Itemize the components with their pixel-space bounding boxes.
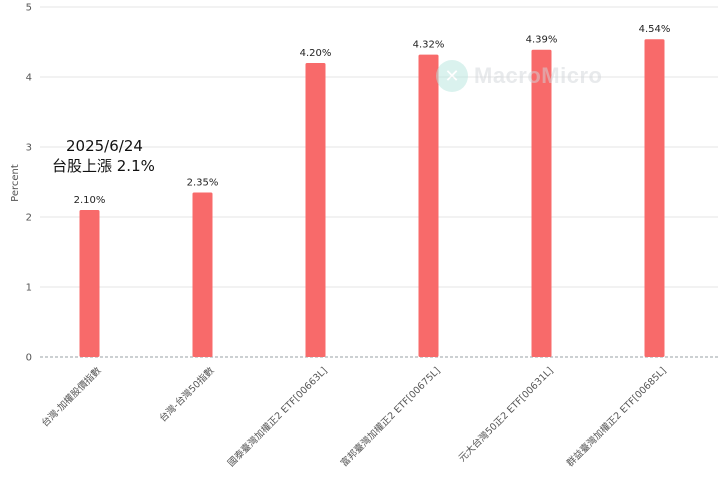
watermark-text: MacroMicro bbox=[474, 63, 603, 88]
y-tick-label: 0 bbox=[26, 353, 32, 364]
x-tick-label: 富邦臺灣加權正2 ETF[00675L] bbox=[338, 365, 442, 469]
macromicro-logo-icon: ✕ bbox=[436, 60, 468, 92]
data-labels: 2.10% 2.35% 4.20% 4.32% 4.39% 4.54% bbox=[74, 24, 671, 206]
y-axis-label: Percent bbox=[10, 164, 21, 202]
watermark: ✕ MacroMicro bbox=[436, 60, 602, 92]
grid-lines bbox=[40, 6, 718, 358]
annotation-text: 台股上漲 2.1% bbox=[52, 157, 155, 175]
annotation-date: 2025/6/24 bbox=[66, 137, 143, 155]
bar bbox=[418, 54, 439, 357]
data-label: 4.32% bbox=[413, 40, 445, 51]
y-tick-label: 1 bbox=[26, 283, 32, 294]
x-axis-ticks: 台灣-加權股價指數 台灣-台灣50指數 國泰臺灣加權正2 ETF[00663L] 富邦… bbox=[39, 364, 669, 469]
bar bbox=[79, 210, 100, 357]
bar bbox=[192, 192, 213, 357]
y-tick-label: 5 bbox=[26, 3, 32, 14]
x-tick-label: 元大台灣50正2 ETF[00631L] bbox=[456, 365, 556, 465]
y-axis-ticks: 0 1 2 3 4 5 bbox=[26, 3, 32, 364]
data-label: 4.20% bbox=[300, 48, 332, 59]
x-tick-label: 台灣-加權股價指數 bbox=[39, 364, 104, 429]
x-tick-label: 群益臺灣加權正2 ETF[00685L] bbox=[564, 365, 668, 469]
chart-annotation: 2025/6/24 台股上漲 2.1% bbox=[52, 136, 155, 176]
data-label: 2.35% bbox=[187, 178, 219, 189]
bar bbox=[531, 49, 552, 357]
x-tick-label: 台灣-台灣50指數 bbox=[157, 364, 217, 424]
y-tick-label: 4 bbox=[26, 73, 32, 84]
bars bbox=[79, 39, 665, 357]
data-label: 4.54% bbox=[639, 24, 671, 35]
bar bbox=[305, 63, 326, 357]
y-tick-label: 2 bbox=[26, 213, 32, 224]
x-tick-label: 國泰臺灣加權正2 ETF[00663L] bbox=[225, 365, 329, 469]
y-tick-label: 3 bbox=[26, 143, 32, 154]
data-label: 2.10% bbox=[74, 195, 106, 206]
bar bbox=[644, 39, 665, 357]
data-label: 4.39% bbox=[526, 35, 558, 46]
